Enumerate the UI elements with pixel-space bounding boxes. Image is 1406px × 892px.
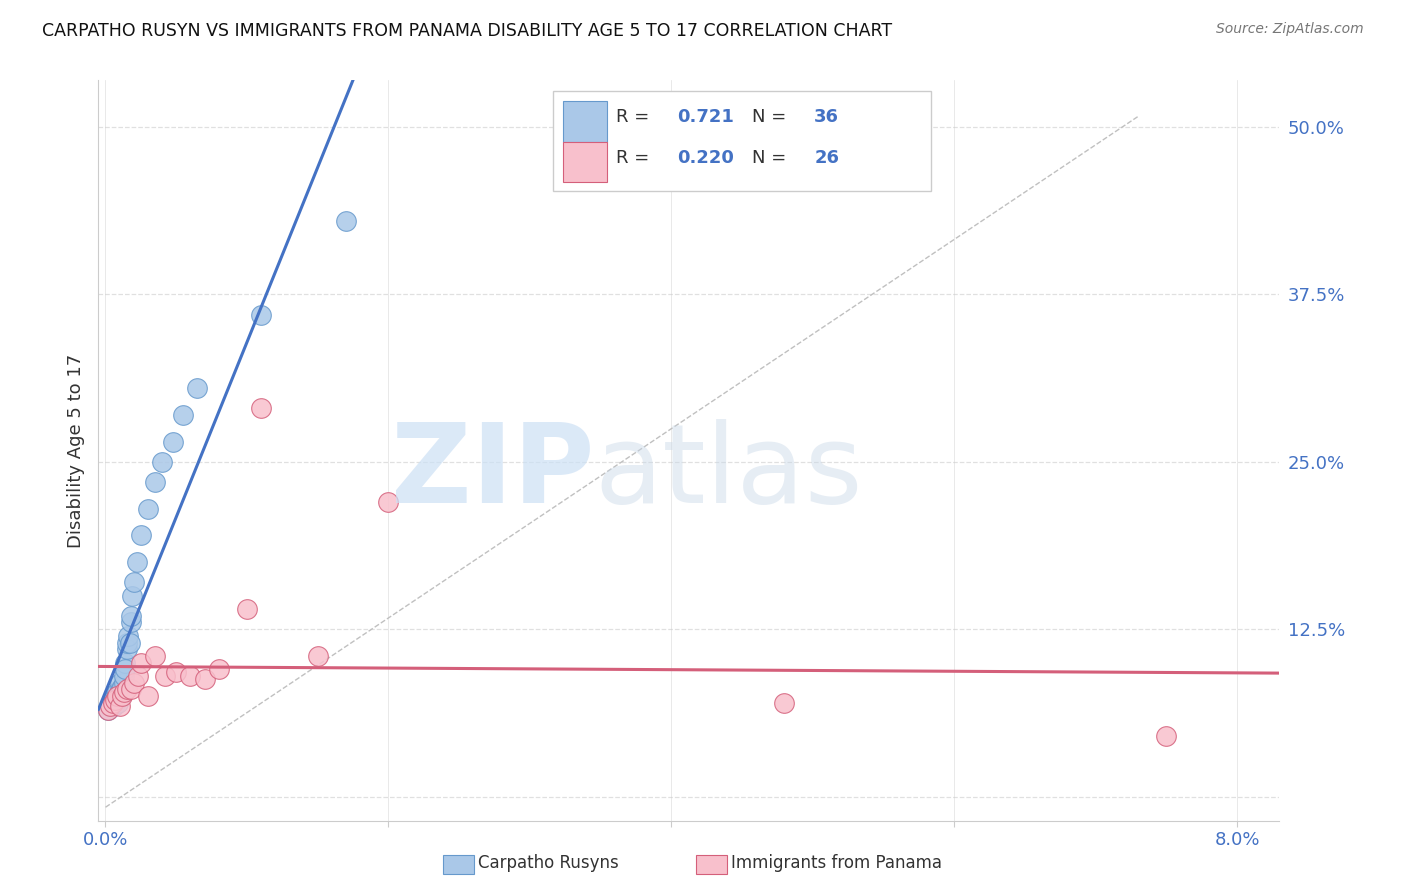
Point — [112, 675, 135, 690]
Point — [120, 682, 142, 697]
Point — [150, 455, 173, 469]
Point — [115, 682, 138, 697]
Point — [250, 308, 273, 322]
Point — [120, 615, 142, 630]
Point — [143, 648, 166, 663]
Point — [250, 401, 273, 416]
Text: R =: R = — [616, 149, 655, 167]
Point — [114, 662, 136, 676]
Point — [105, 689, 128, 703]
Point — [110, 682, 132, 697]
Point — [111, 680, 134, 694]
Y-axis label: Disability Age 5 to 17: Disability Age 5 to 17 — [66, 353, 84, 548]
Point — [105, 689, 128, 703]
Point — [107, 696, 129, 710]
Point — [110, 689, 132, 703]
Point — [104, 691, 127, 706]
Text: 26: 26 — [814, 149, 839, 167]
Point — [97, 702, 120, 716]
Point — [114, 656, 136, 670]
Point — [115, 635, 138, 649]
Point — [121, 589, 143, 603]
Point — [162, 434, 184, 449]
Point — [101, 696, 124, 710]
Point — [335, 214, 357, 228]
Point — [112, 669, 135, 683]
Point — [129, 656, 152, 670]
Point — [172, 408, 194, 422]
Point — [105, 685, 128, 699]
Text: N =: N = — [752, 149, 792, 167]
Point — [122, 675, 145, 690]
Text: ZIP: ZIP — [391, 419, 595, 526]
Point — [98, 698, 121, 713]
Point — [125, 555, 148, 569]
FancyBboxPatch shape — [562, 142, 607, 183]
Text: 0.220: 0.220 — [678, 149, 734, 167]
Point — [129, 528, 152, 542]
Point — [111, 689, 134, 703]
Text: 8.0%: 8.0% — [1215, 831, 1260, 849]
Point — [108, 698, 131, 713]
Point — [186, 381, 208, 395]
Point — [1156, 729, 1178, 743]
Point — [103, 698, 125, 713]
Point — [179, 669, 201, 683]
Point — [108, 675, 131, 690]
Text: 0.0%: 0.0% — [83, 831, 128, 849]
Text: Source: ZipAtlas.com: Source: ZipAtlas.com — [1216, 22, 1364, 37]
Text: 0.721: 0.721 — [678, 108, 734, 127]
Text: 36: 36 — [814, 108, 839, 127]
Point — [236, 602, 259, 616]
Point — [193, 672, 215, 686]
Text: R =: R = — [616, 108, 655, 127]
Point — [377, 495, 399, 509]
FancyBboxPatch shape — [553, 91, 931, 191]
Point — [108, 682, 131, 697]
Point — [122, 575, 145, 590]
Point — [115, 642, 138, 657]
Point — [127, 669, 149, 683]
Point — [101, 693, 124, 707]
Point — [98, 698, 121, 713]
Point — [153, 669, 176, 683]
Text: N =: N = — [752, 108, 792, 127]
Point — [136, 501, 159, 516]
Point — [208, 662, 231, 676]
Point — [136, 689, 159, 703]
Point — [143, 475, 166, 489]
Point — [117, 629, 139, 643]
Text: atlas: atlas — [595, 419, 863, 526]
Point — [101, 696, 124, 710]
Text: CARPATHO RUSYN VS IMMIGRANTS FROM PANAMA DISABILITY AGE 5 TO 17 CORRELATION CHAR: CARPATHO RUSYN VS IMMIGRANTS FROM PANAMA… — [42, 22, 893, 40]
Point — [773, 696, 796, 710]
Point — [118, 635, 141, 649]
Point — [97, 702, 120, 716]
Point — [165, 665, 187, 679]
Point — [307, 648, 329, 663]
Text: Immigrants from Panama: Immigrants from Panama — [731, 855, 942, 872]
FancyBboxPatch shape — [562, 101, 607, 142]
Text: Carpatho Rusyns: Carpatho Rusyns — [478, 855, 619, 872]
Point — [120, 608, 142, 623]
Point — [112, 685, 135, 699]
Point — [104, 693, 127, 707]
